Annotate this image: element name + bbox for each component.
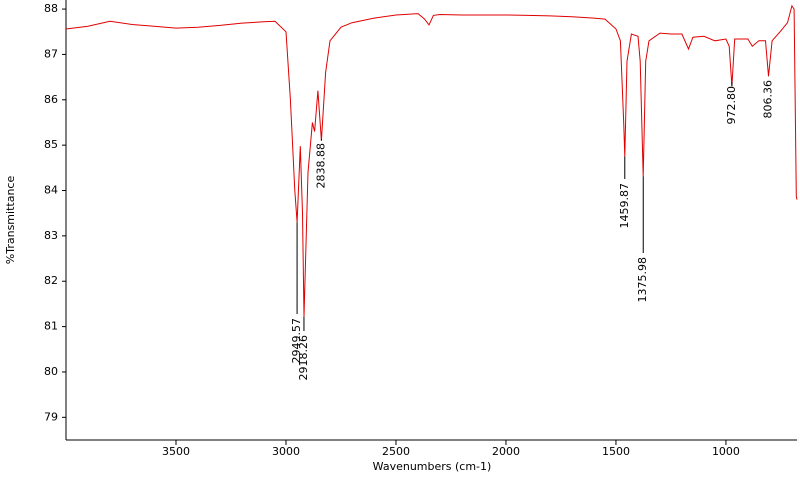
x-tick-label: 3000 [272,445,300,458]
y-tick-label: 85 [44,138,58,151]
y-tick-label: 87 [44,47,58,60]
y-axis-title: %Transmittance [4,176,17,265]
y-tick-label: 88 [44,2,58,15]
x-tick-label: 2500 [382,445,410,458]
y-tick-label: 86 [44,93,58,106]
peak-label: 1459.87 [618,183,631,229]
y-tick-label: 80 [44,365,58,378]
x-axis-title: Wavenumbers (cm-1) [373,460,492,473]
y-tick-label: 81 [44,320,58,333]
x-tick-label: 2000 [492,445,520,458]
peak-label: 2918.26 [297,335,310,381]
peak-label: 806.36 [762,80,775,119]
peak-label: 972.80 [725,86,738,125]
spectrum-line [65,4,798,317]
peak-label: 1375.98 [636,257,649,303]
x-tick-label: 3500 [162,445,190,458]
peak-label: 2949.57 [290,318,303,364]
y-tick-label: 79 [44,410,58,423]
y-tick-label: 82 [44,274,58,287]
y-tick-label: 83 [44,229,58,242]
x-tick-label: 1500 [602,445,630,458]
peak-label: 2838.88 [314,143,327,189]
x-tick-label: 1000 [712,445,740,458]
y-tick-label: 84 [44,184,58,197]
